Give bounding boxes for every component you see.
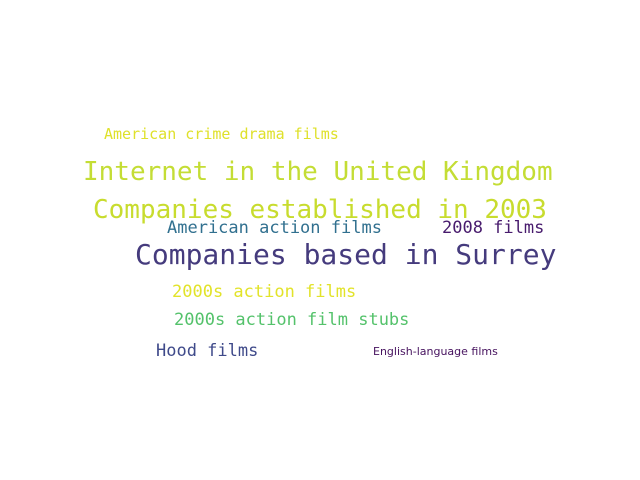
word-2008-films: 2008 films — [442, 218, 545, 238]
word-internet-in-the-united-kingdom: Internet in the United Kingdom — [83, 157, 553, 187]
word-companies-established-in-2003: Companies established in 2003 — [93, 195, 547, 225]
word-english-language-films: English-language films — [373, 345, 498, 358]
word-american-crime-drama-films: American crime drama films — [104, 125, 339, 143]
word-hood-films: Hood films — [156, 341, 259, 361]
word-american-action-films: American action films — [167, 218, 382, 238]
word-companies-based-in-surrey: Companies based in Surrey — [135, 238, 557, 271]
word-2000s-action-films: 2000s action films — [172, 282, 357, 302]
word-2000s-action-film-stubs: 2000s action film stubs — [174, 310, 410, 330]
